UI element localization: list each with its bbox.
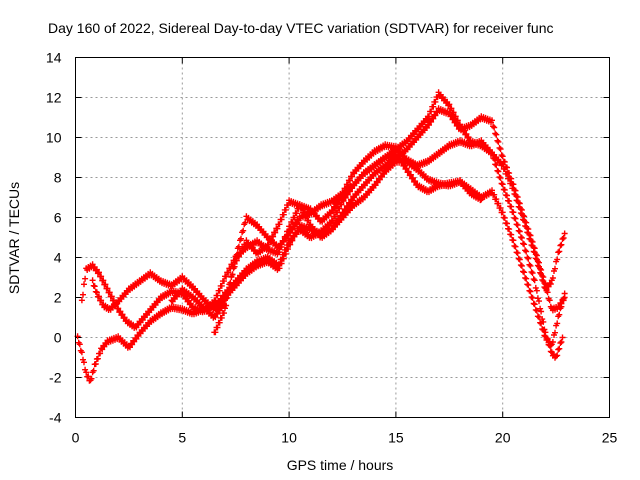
data-points — [74, 89, 568, 384]
y-tick-label: 8 — [54, 170, 62, 186]
y-tick-label: 6 — [54, 210, 62, 226]
series-track-3 — [89, 149, 568, 349]
y-tick-label: -4 — [49, 410, 62, 426]
y-tick-label: 14 — [46, 50, 62, 66]
y-tick-label: -2 — [49, 370, 62, 386]
y-tick-label: 2 — [54, 290, 62, 306]
series-track-2 — [78, 137, 566, 361]
x-axis-label: GPS time / hours — [287, 457, 394, 473]
x-tick-label: 15 — [388, 430, 404, 446]
plus-markers — [78, 137, 566, 361]
x-tick-label: 5 — [178, 430, 186, 446]
y-tick-label: 12 — [46, 90, 62, 106]
x-tick-label: 0 — [72, 430, 80, 446]
y-tick-labels: -4 -2 0 2 4 6 8 10 12 14 — [46, 50, 62, 426]
chart-title: Day 160 of 2022, Sidereal Day-to-day VTE… — [48, 20, 554, 36]
series-track-4 — [168, 105, 568, 321]
x-tick-labels: 0 5 10 15 20 25 — [72, 430, 618, 446]
y-tick-label: 4 — [54, 250, 62, 266]
plus-markers — [89, 149, 568, 349]
y-tick-label: 10 — [46, 130, 62, 146]
x-tick-label: 20 — [495, 430, 511, 446]
x-tick-label: 25 — [602, 430, 618, 446]
plot-frame — [75, 57, 610, 418]
plus-markers — [211, 89, 568, 336]
y-axis-label: SDTVAR / TECUs — [6, 182, 22, 294]
x-tick-label: 10 — [281, 430, 297, 446]
y-tick-label: 0 — [54, 330, 62, 346]
plus-markers — [168, 105, 568, 321]
series-track-5 — [211, 89, 568, 336]
